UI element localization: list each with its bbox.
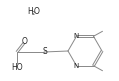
Text: HO: HO xyxy=(11,63,23,72)
Text: 2: 2 xyxy=(32,11,35,16)
Text: S: S xyxy=(43,47,47,57)
Text: H: H xyxy=(27,8,33,17)
Text: O: O xyxy=(22,38,28,46)
Text: O: O xyxy=(34,8,39,17)
Text: N: N xyxy=(74,63,79,69)
Text: N: N xyxy=(74,33,79,39)
